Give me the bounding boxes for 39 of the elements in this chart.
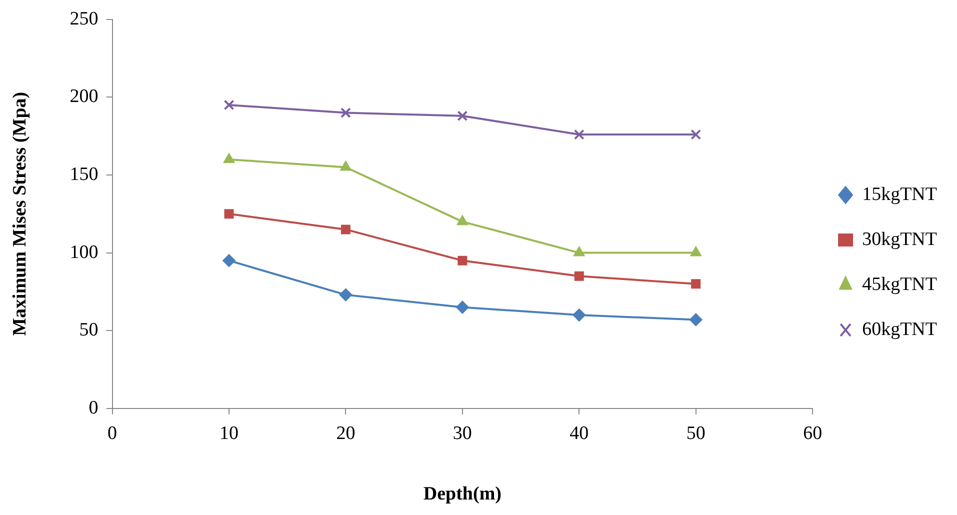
x-tick-label: 0	[108, 422, 118, 444]
y-tick-label: 50	[79, 320, 98, 341]
legend-label: 15kgTNT	[862, 184, 938, 205]
point	[224, 100, 234, 110]
y-axis-title: Maximum Mises Stress (Mpa)	[9, 92, 30, 336]
x-axis-title: Depth(m)	[423, 484, 502, 505]
point	[691, 279, 701, 289]
y-tick-label: 200	[70, 86, 98, 108]
point	[222, 254, 236, 268]
point	[223, 152, 235, 163]
y-tick-label: 150	[70, 164, 98, 185]
point	[573, 246, 585, 256]
y-tick-label: 0	[88, 397, 98, 418]
point	[340, 108, 351, 118]
x-tick-label: 10	[220, 422, 239, 444]
point	[456, 215, 468, 226]
y-tick-label: 250	[70, 8, 98, 30]
x-tick-label: 60	[803, 422, 822, 444]
point	[572, 308, 586, 322]
x-tick-label: 30	[452, 422, 472, 444]
legend-label: 45kgTNT	[862, 274, 938, 295]
point	[339, 288, 352, 302]
point	[456, 300, 469, 314]
x-tick-label: 20	[336, 422, 356, 444]
y-tick-label: 100	[70, 242, 98, 263]
x-tick-label: 40	[570, 422, 589, 444]
point	[340, 160, 352, 171]
point	[690, 246, 702, 256]
x-tick-label: 50	[686, 422, 706, 444]
legend-label: 60kgTNT	[862, 318, 938, 340]
point	[458, 256, 468, 266]
legend-label: 30kgTNT	[862, 228, 938, 250]
point	[340, 224, 350, 234]
point	[574, 129, 584, 140]
point	[224, 209, 234, 219]
point	[690, 129, 702, 140]
point	[574, 271, 584, 281]
point	[457, 110, 468, 122]
point	[689, 313, 702, 326]
